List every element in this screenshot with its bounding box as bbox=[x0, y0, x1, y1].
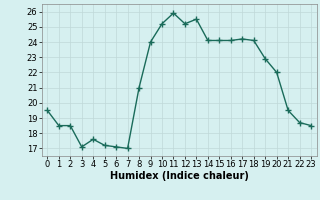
X-axis label: Humidex (Indice chaleur): Humidex (Indice chaleur) bbox=[110, 171, 249, 181]
